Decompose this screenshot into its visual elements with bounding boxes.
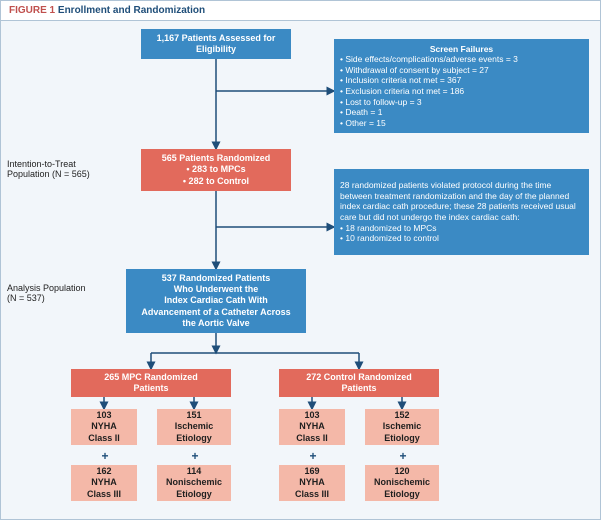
figure-container: FIGURE 1 Enrollment and Randomization 1,… [0, 0, 601, 520]
node-analysis: 537 Randomized Patients Who Underwent th… [126, 269, 306, 333]
node-mpc_nonisch: 114 Nonischemic Etiology [157, 465, 231, 501]
node-screenFailures: Screen Failures• Side effects/complicati… [334, 39, 589, 133]
figure-label: FIGURE 1 [9, 5, 55, 16]
plus-3: + [398, 449, 408, 463]
node-mpcArm: 265 MPC Randomized Patients [71, 369, 231, 397]
sidelabel-analysis: Analysis Population (N = 537) [7, 283, 117, 303]
node-ctrlArm: 272 Control Randomized Patients [279, 369, 439, 397]
plus-0: + [100, 449, 110, 463]
node-mpc_nyha2: 103 NYHA Class II [71, 409, 137, 445]
node-ctrl_nyha2: 103 NYHA Class II [279, 409, 345, 445]
node-eligibility: 1,167 Patients Assessed for Eligibility [141, 29, 291, 59]
node-randomized: 565 Patients Randomized • 283 to MPCs • … [141, 149, 291, 191]
node-ctrl_nonisch: 120 Nonischemic Etiology [365, 465, 439, 501]
plus-1: + [190, 449, 200, 463]
sidelabel-itt: Intention-to-Treat Population (N = 565) [7, 159, 117, 179]
flowchart-canvas: 1,167 Patients Assessed for Eligibility S… [1, 21, 600, 519]
node-mpc_nyha3: 162 NYHA Class III [71, 465, 137, 501]
plus-2: + [308, 449, 318, 463]
node-ctrl_nyha3: 169 NYHA Class III [279, 465, 345, 501]
figure-header: FIGURE 1 Enrollment and Randomization [1, 1, 600, 21]
node-ctrl_isch: 152 Ischemic Etiology [365, 409, 439, 445]
node-mpc_isch: 151 Ischemic Etiology [157, 409, 231, 445]
figure-title: Enrollment and Randomization [58, 5, 205, 16]
node-violations: 28 randomized patients violated protocol… [334, 169, 589, 255]
